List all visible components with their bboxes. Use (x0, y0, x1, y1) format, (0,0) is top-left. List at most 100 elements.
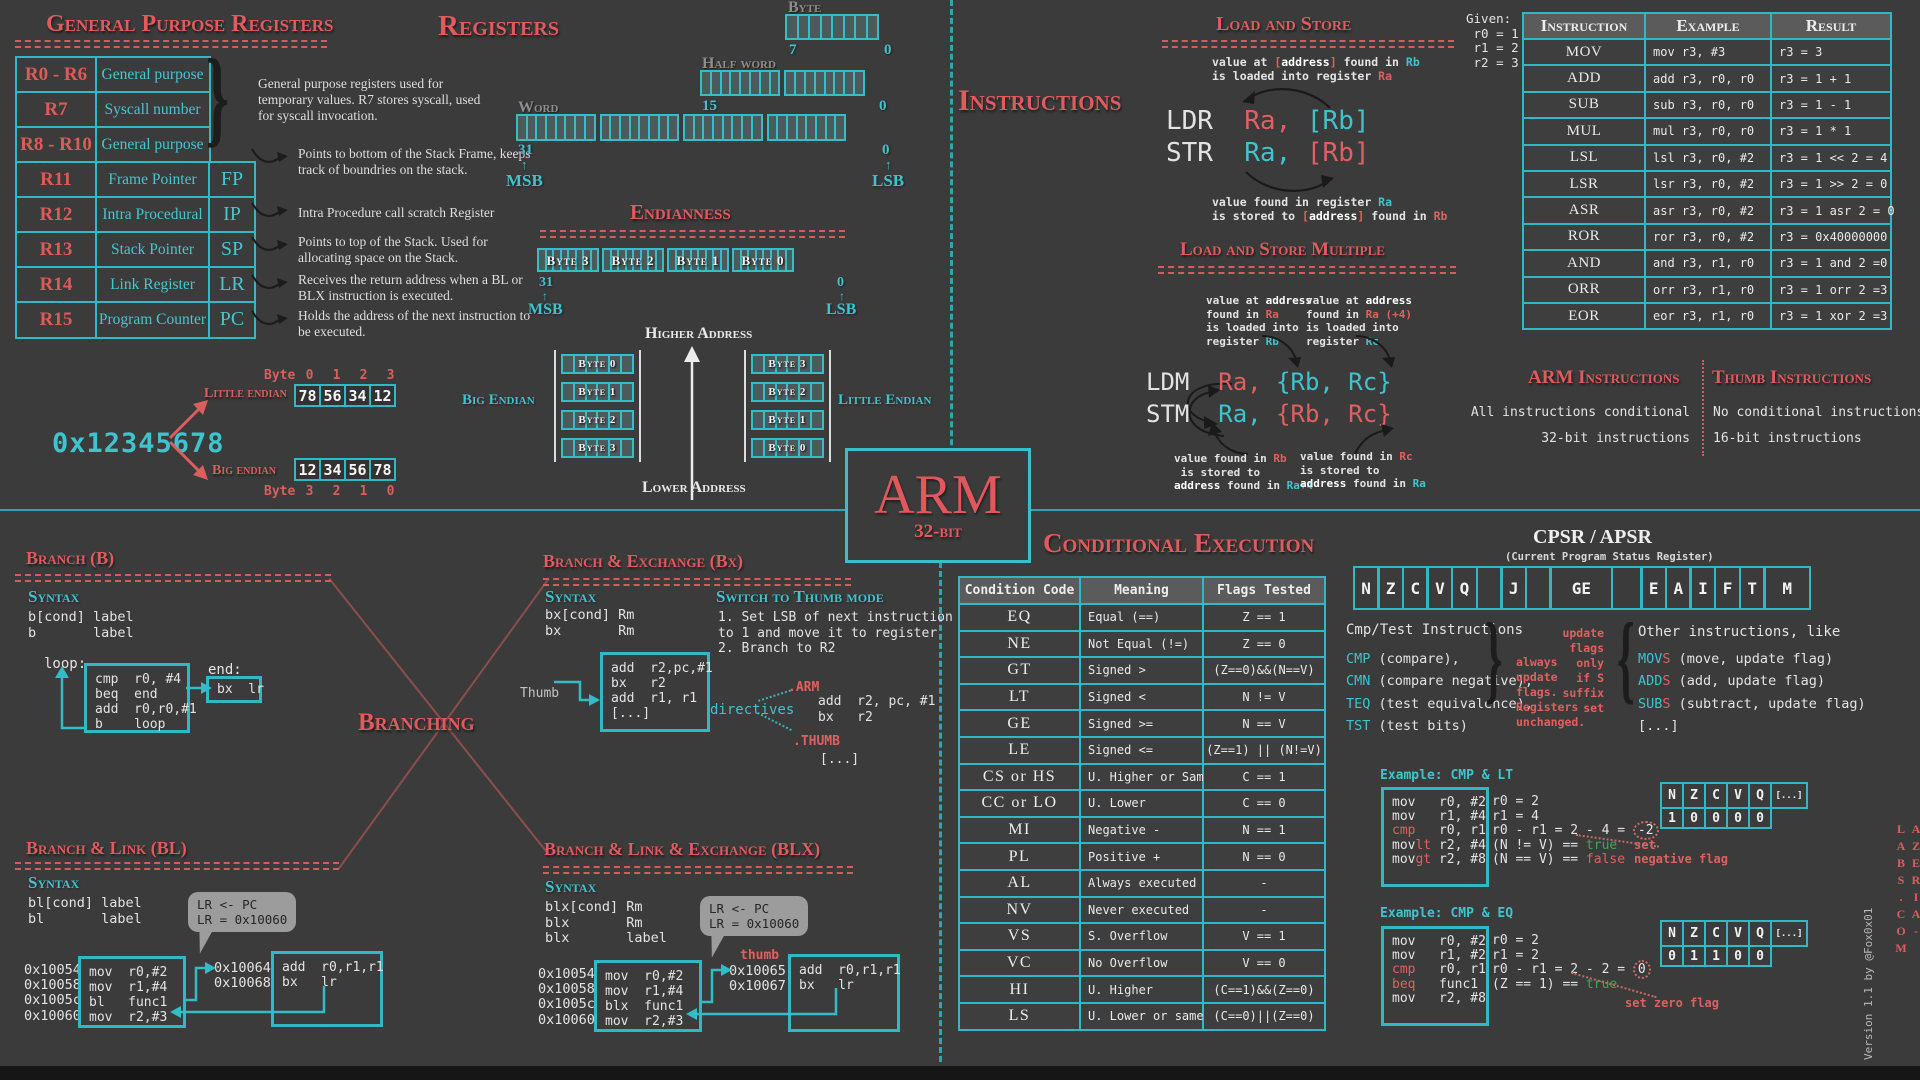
lsm-title: Load and Store Multiple (1180, 239, 1385, 260)
other-instr-brace-icon: { (1616, 602, 1635, 713)
blx-call-arrow-icon (700, 964, 732, 1004)
arm-logo: ARM 32-bit (845, 448, 1031, 563)
loop-label: loop: (44, 656, 87, 672)
word-bit-strip (516, 114, 846, 141)
endian-bit0: 0 (837, 275, 844, 290)
branch-blx-syntax-label: Syntax (545, 877, 597, 896)
load-store-note-bottom: value found in register Ra is stored to [… (1212, 195, 1448, 223)
higher-address-label: Higher Address (645, 325, 753, 342)
load-store-note-top: value at [address] found in Rb is loaded … (1212, 55, 1420, 83)
bl-right-code-box: add r0,r1,r1 bx lr (271, 951, 384, 1027)
condition-code-table: Condition Code Meaning Flags Tested EQ Equal… (958, 576, 1326, 1031)
blx-lr-bubble: LR <- PC LR = 0x10060 (700, 896, 809, 936)
branch-bl-title: Branch & Link (BL) (26, 838, 187, 858)
little-endian-word-label: Little endian (204, 386, 287, 401)
bottom-bar (0, 1066, 1920, 1080)
endianness-separator (540, 230, 845, 238)
gp-arrow-lr-icon (251, 274, 288, 290)
gp-arrow-ip-icon (251, 202, 288, 218)
gp-register-row: R12 Intra Procedural IP (15, 196, 256, 234)
lsm-note-bottom-left: value found in Rb is stored to address fo… (1174, 452, 1314, 492)
lsm-arrow-bl-icon (1208, 422, 1249, 455)
bl-left-code-box: mov r0,#2 mov r1,#4 bl func1 mov r2,#3 (78, 956, 186, 1028)
cpsr-title: CPSR / APSR (1533, 526, 1652, 548)
conditional-title: Conditional Execution (1043, 528, 1315, 558)
registers-title: Registers (438, 10, 559, 42)
branch-b-syntax-label: Syntax (28, 587, 80, 606)
arm-logo-sub: 32-bit (914, 521, 962, 543)
str-instruction: STR Ra, [Rb] (1166, 138, 1370, 168)
divider-vertical-bottom (939, 562, 942, 1062)
endian-lsb: LSB (826, 301, 857, 318)
example-eq-code-box: mov r0, #2 mov r1, #2 cmp r0, r1 beq func1 m… (1381, 926, 1489, 1026)
little-endian-byte-indices: Byte 0 1 2 3 (264, 368, 395, 383)
arm-directive: .ARM (788, 680, 820, 695)
gp-register-row: R14 Link Register LR (15, 266, 256, 304)
word-lsb-arrow-icon: ↑ (885, 157, 892, 172)
gp-note-ip: Intra Procedure call scratch Register (298, 205, 495, 220)
example-lt-results: r0 = 2 r1 = 4 r0 - r1 = 2 - 4 = -2 (N != V)… (1492, 794, 1659, 868)
lsm-separator (1158, 266, 1456, 274)
gp-group-note: General purpose registers used for tempo… (258, 76, 481, 124)
lsm-swap-arcs-icon (1186, 382, 1233, 437)
loop-code-box: cmp r0, #4 beq end add r0,r0,#1 b loop (84, 663, 197, 733)
switch-thumb-title: Switch to Thumb mode (716, 587, 884, 606)
gp-register-row: R7 Syscall number (15, 91, 256, 129)
gp-register-row: R15 Program Counter PC (15, 301, 256, 339)
gp-group-brace: } (205, 38, 229, 157)
byte-label: Byte (788, 0, 822, 16)
arm-thumb-divider (1702, 360, 1704, 456)
divider-vertical-top (950, 0, 953, 508)
example-lt-code-box: mov r0, #2 mov r1, #4 cmp r0, r1 movlt r2, … (1381, 787, 1489, 887)
str-circular-arrow-icon (1245, 171, 1334, 192)
example-eq-flags-table: N Z C V Q [...] 0 1 1 0 0 (1660, 920, 1808, 967)
halfword-label: Half word (702, 55, 776, 72)
word-lsb-label: LSB (872, 171, 905, 190)
lsm-arrow-br-icon (1353, 424, 1394, 457)
thumb-directive: .THUMB (793, 734, 840, 749)
cpsr-subtitle: (Current Program Status Register) (1505, 551, 1714, 563)
version-text-vertical: Version 1.1 by @Fox0x01 (1862, 907, 1875, 1060)
word-bit31: 31 (518, 142, 533, 158)
gp-arrow-fp-icon (251, 148, 288, 164)
big-endian-byte-indices: Byte 3 2 1 0 (264, 484, 395, 499)
endian-bit31: 31 (539, 275, 553, 290)
ldr-instruction: LDR Ra, [Rb] (1166, 106, 1370, 136)
lsm-arrow-tl-icon (1261, 335, 1301, 368)
hex-value: 0x12345678 (52, 428, 225, 459)
bl-left-addresses: 0x10054 0x10058 0x1005c 0x10060 (24, 962, 81, 1024)
thumb-instructions-title: Thumb Instructions (1712, 367, 1872, 388)
branch-bl-syntax: bl[cond] label bl label (28, 895, 142, 927)
blx-return-arrow-icon (686, 988, 838, 1020)
instruction-table: Instruction Example Result MOV mov r3, #3 r3 … (1522, 12, 1895, 331)
halfword-bit-strip (700, 70, 865, 96)
gp-note-sp: Points to top of the Stack. Used for all… (298, 234, 488, 266)
example-lt-title: Example: CMP & LT (1380, 768, 1514, 783)
bl-return-arrow-icon (170, 986, 326, 1018)
branch-b-syntax: b[cond] label b label (28, 609, 134, 641)
endian-lsb-arrow-icon: ↑ (839, 289, 845, 303)
gp-registers-table: R0 - R6 General purpose R7 Syscall number R8… (15, 56, 256, 339)
example-lt-flags-table: N Z C V Q [...] 1 0 0 0 0 (1660, 782, 1808, 829)
branch-blx-syntax: blx[cond] Rm blx Rm blx label (545, 899, 667, 946)
bl-right-addresses: 0x10064 0x10068 (214, 960, 271, 992)
blx-right-code-box: add r0,r1,r1 bx lr (788, 954, 901, 1032)
byte-bit-strip (785, 14, 879, 40)
gp-register-row: R8 - R10 General purpose (15, 126, 256, 164)
halfword-bit0: 0 (879, 98, 887, 114)
arm-directive-code: add r2, pc, #1 bx r2 (818, 694, 936, 725)
branch-b-title: Branch (B) (26, 548, 115, 568)
lsm-note-top-left: value at address found in Ra is loaded int… (1206, 294, 1312, 348)
loop-end-arrow-icon (186, 682, 212, 694)
gp-registers-separator (15, 40, 327, 48)
lsm-arrow-tr-icon (1355, 335, 1395, 368)
bx-code-box: add r2,pc,#1 bx r2 add r1, r1 [...] (600, 652, 713, 732)
endian-msb: MSB (528, 301, 563, 318)
example-eq-set-label: set zero flag (1625, 996, 1719, 1010)
lsm-note-top-right: value at address found in Ra (+4) is loade… (1306, 294, 1412, 348)
arm-instructions-title: ARM Instructions (1528, 367, 1680, 388)
endian-split-arrows-icon (168, 400, 208, 480)
branch-bl-separator (15, 862, 339, 870)
branch-blx-title: Branch & Link & Exchange (BLX) (544, 839, 821, 859)
